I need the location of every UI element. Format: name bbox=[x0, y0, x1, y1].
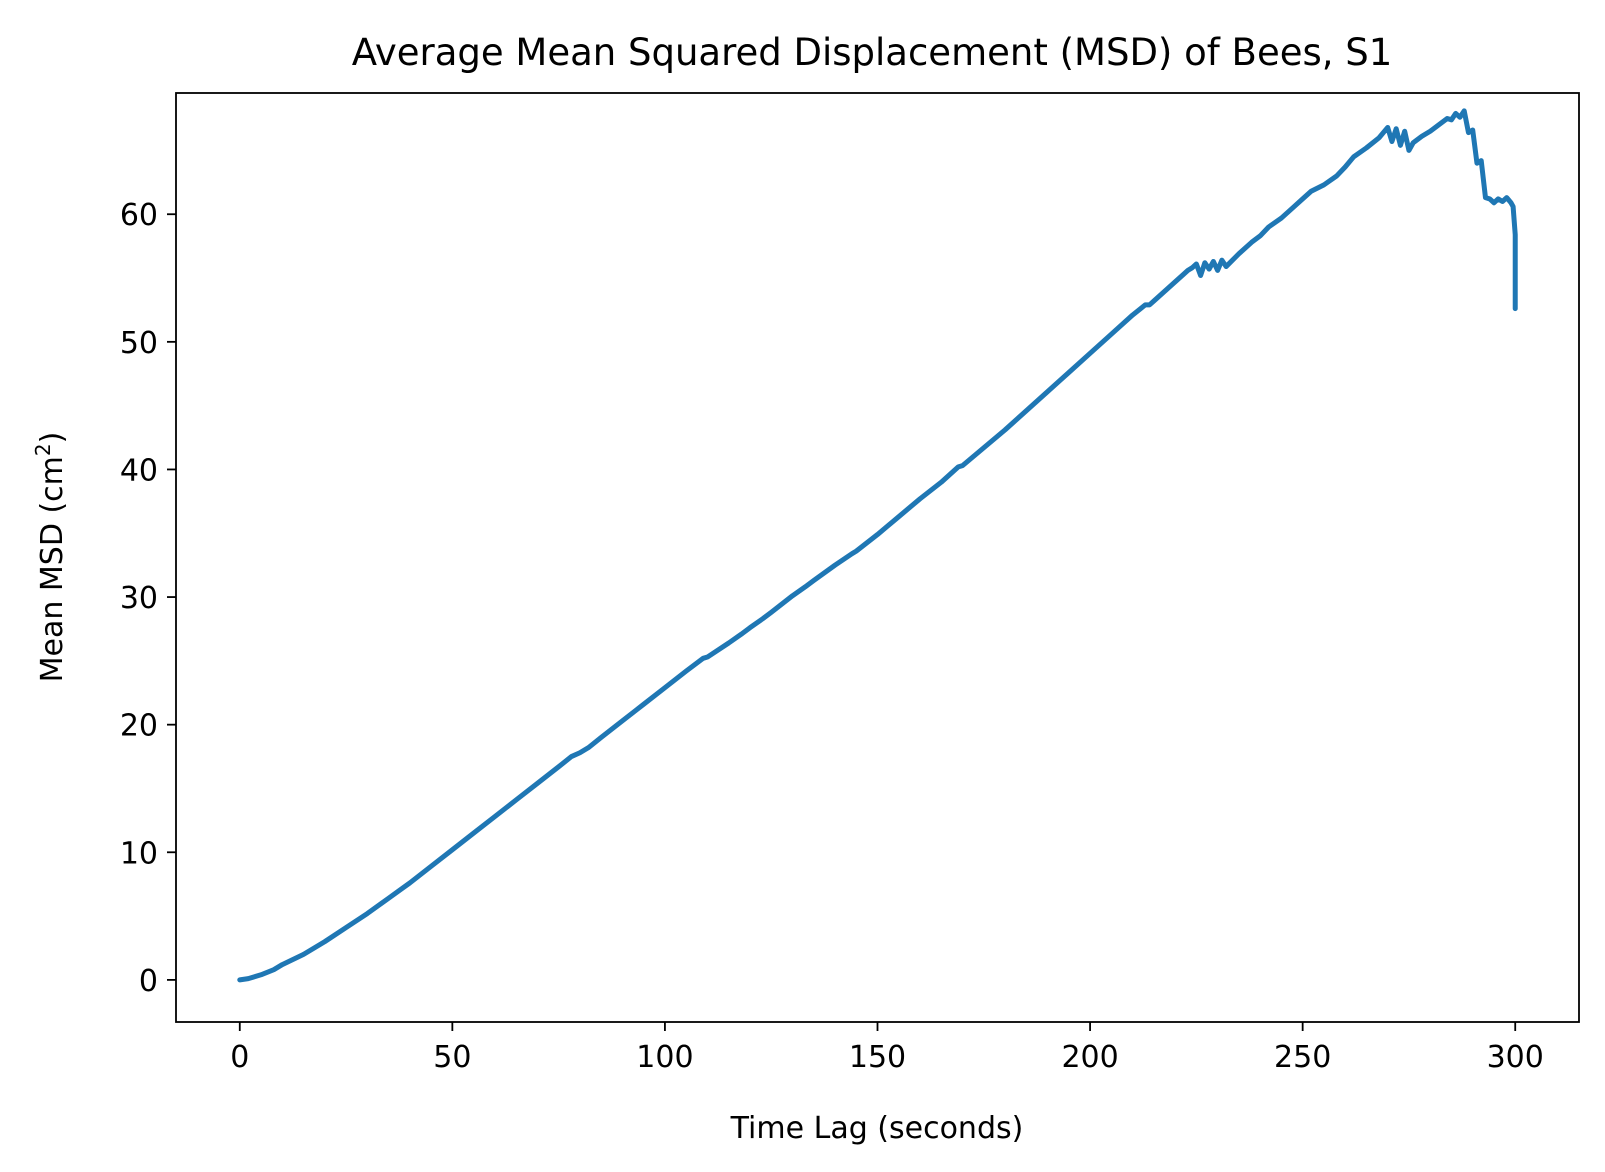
series-layer bbox=[240, 111, 1515, 980]
plot-area bbox=[176, 93, 1579, 1022]
chart-title: Average Mean Squared Displacement (MSD) … bbox=[352, 31, 1393, 74]
y-tick-label: 30 bbox=[120, 581, 158, 616]
y-tick-label: 20 bbox=[120, 709, 158, 744]
y-tick-label: 40 bbox=[120, 453, 158, 488]
y-axis-label-superscript: 2 bbox=[31, 443, 55, 456]
y-axis-ticks: 0 10 20 30 40 50 60 bbox=[120, 198, 176, 999]
x-tick-label: 0 bbox=[230, 1040, 249, 1075]
y-tick-label: 50 bbox=[120, 326, 158, 361]
x-tick-label: 150 bbox=[849, 1040, 906, 1075]
x-tick-label: 250 bbox=[1274, 1040, 1331, 1075]
plot-border bbox=[176, 93, 1579, 1022]
x-tick-label: 200 bbox=[1061, 1040, 1118, 1075]
y-tick-label: 10 bbox=[120, 836, 158, 871]
y-axis-label: Mean MSD (cm2) bbox=[31, 432, 70, 683]
x-tick-label: 50 bbox=[433, 1040, 471, 1075]
x-tick-label: 100 bbox=[636, 1040, 693, 1075]
y-axis-label-close: ) bbox=[35, 432, 70, 444]
x-axis-ticks: 0 50 100 150 200 250 300 bbox=[230, 1022, 1544, 1075]
y-axis-label-main: Mean MSD (cm bbox=[35, 456, 70, 682]
x-axis-label: Time Lag (seconds) bbox=[730, 1111, 1024, 1146]
x-tick-label: 300 bbox=[1487, 1040, 1544, 1075]
y-tick-label: 60 bbox=[120, 198, 158, 233]
y-tick-label: 0 bbox=[139, 964, 158, 999]
series-line-0 bbox=[240, 111, 1515, 980]
